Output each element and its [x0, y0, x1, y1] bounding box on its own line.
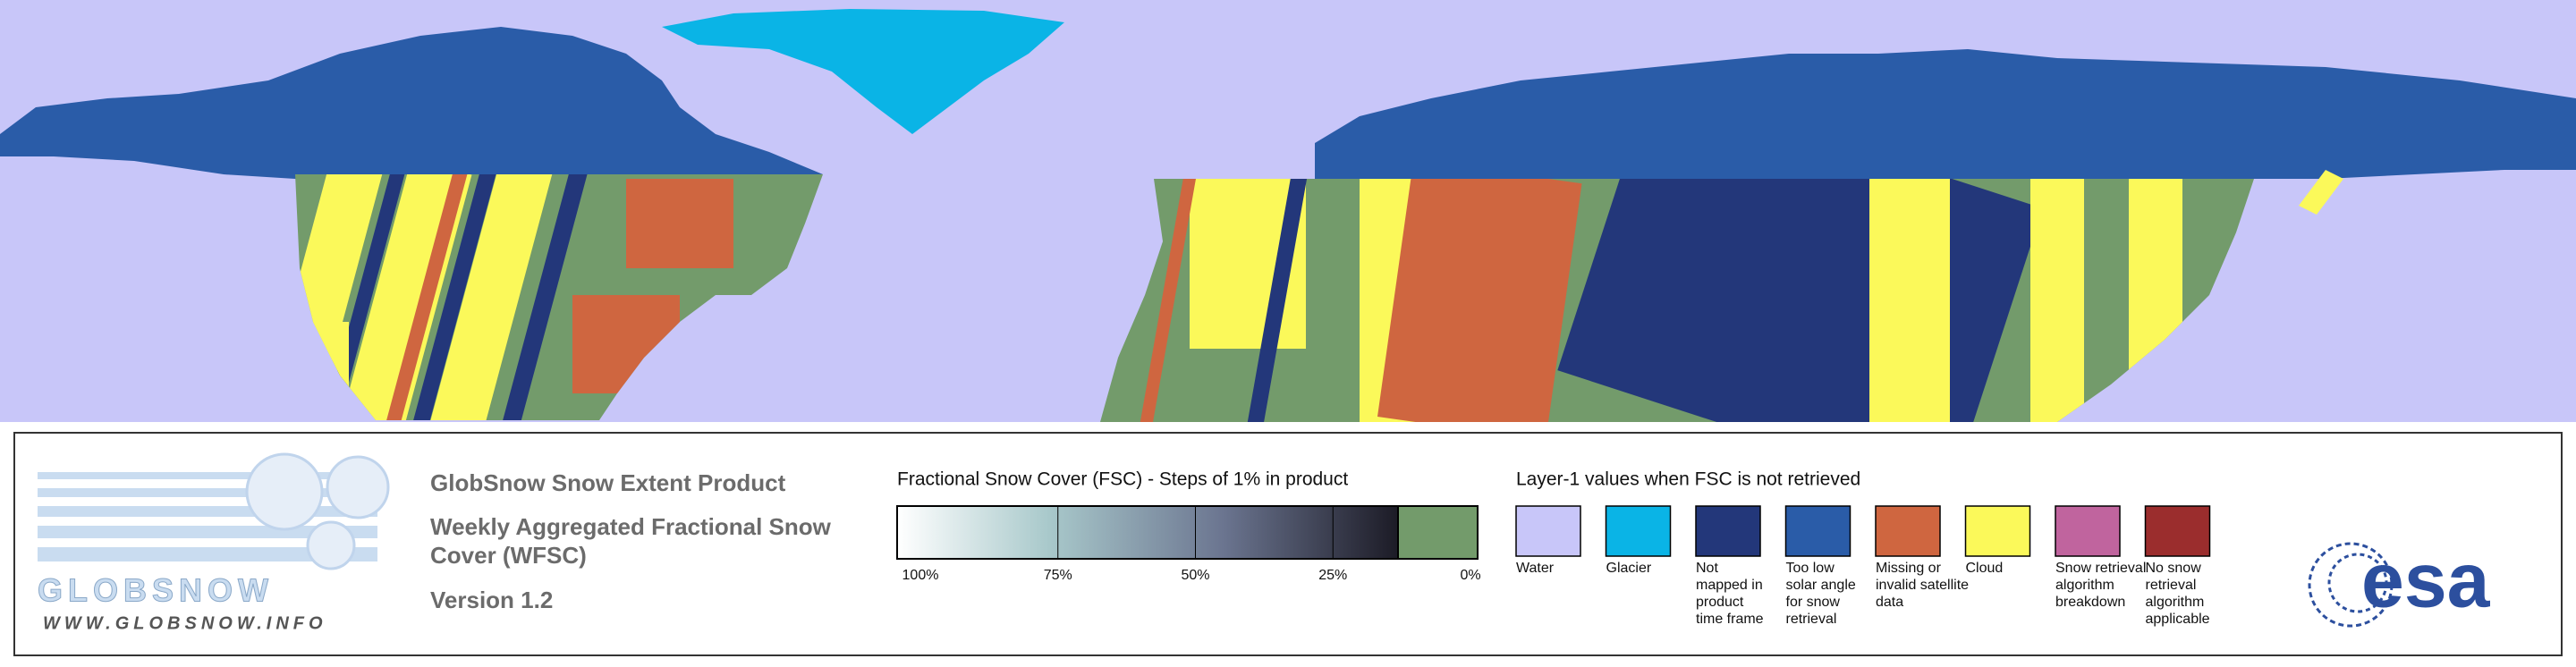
layer-swatch: [1605, 505, 1672, 557]
layer-label: Too low: [1786, 561, 1835, 576]
layer-swatch: [1964, 505, 2031, 557]
layer-label: time frame: [1696, 612, 1764, 627]
layer-swatch: [1875, 505, 1941, 557]
layer-label: retrieval: [1786, 612, 1837, 627]
layer-swatch: [1784, 505, 1852, 557]
north-america-north: [0, 27, 823, 179]
fsc-tick-label: 100%: [902, 568, 939, 583]
layer-label: retrieval: [2146, 578, 2197, 593]
layer-label: Missing or: [1876, 561, 1942, 576]
greenland: [662, 9, 1064, 134]
layer-swatch: [2055, 505, 2121, 557]
eurasia-south: [1100, 179, 2254, 422]
fsc-zero: [1397, 505, 1479, 560]
logo-name: GLOBSNOW: [38, 572, 274, 609]
logo-url: WWW.GLOBSNOW.INFO: [43, 613, 327, 633]
layer-label: algorithm: [2055, 578, 2114, 593]
subtitle-line: Weekly Aggregated Fractional Snow: [430, 513, 832, 540]
layer-label: data: [1876, 595, 1903, 610]
layer-label: algorithm: [2146, 595, 2205, 610]
layer-label: product: [1696, 595, 1744, 610]
layer-swatch: [2144, 505, 2211, 557]
fsc-tick-label: 0%: [1460, 568, 1480, 583]
layer-label: invalid satellite: [1876, 578, 1969, 593]
layer-swatch: [1695, 505, 1761, 557]
esa-text: esa: [2361, 538, 2491, 624]
layer-swatch: [1515, 505, 1581, 557]
subtitle-line: Cover (WFSC): [430, 542, 587, 569]
esa-logo: esa: [2308, 538, 2491, 628]
layer-label: No snow: [2146, 561, 2202, 576]
fsc-title: Fractional Snow Cover (FSC) - Steps of 1…: [897, 469, 1348, 490]
layer-label: Glacier: [1606, 561, 1652, 576]
layer-label: Water: [1516, 561, 1555, 576]
fsc-tick-label: 25%: [1318, 568, 1347, 583]
layer-label: mapped in: [1696, 578, 1763, 593]
version: Version 1.2: [430, 587, 553, 613]
product-title: GlobSnow Snow Extent Product: [430, 469, 786, 496]
layer-label: applicable: [2146, 612, 2210, 627]
globsnow-logo: GLOBSNOW WWW.GLOBSNOW.INFO: [38, 452, 390, 633]
eurasia-north: [1315, 49, 2576, 179]
fsc-tick-label: 75%: [1044, 568, 1072, 583]
layer-label: Cloud: [1966, 561, 2004, 576]
layer-label: solar angle: [1786, 578, 1856, 593]
layer-label: breakdown: [2055, 595, 2125, 610]
fsc-tick-label: 50%: [1181, 568, 1209, 583]
map: [0, 0, 2576, 422]
japan: [2299, 170, 2343, 215]
layer-title: Layer-1 values when FSC is not retrieved: [1516, 469, 1860, 490]
layer-label: Not: [1696, 561, 1718, 576]
layer-label: Snow retrieval: [2055, 561, 2146, 576]
layer-label: for snow: [1786, 595, 1841, 610]
fsc-gradient: [896, 505, 1399, 560]
